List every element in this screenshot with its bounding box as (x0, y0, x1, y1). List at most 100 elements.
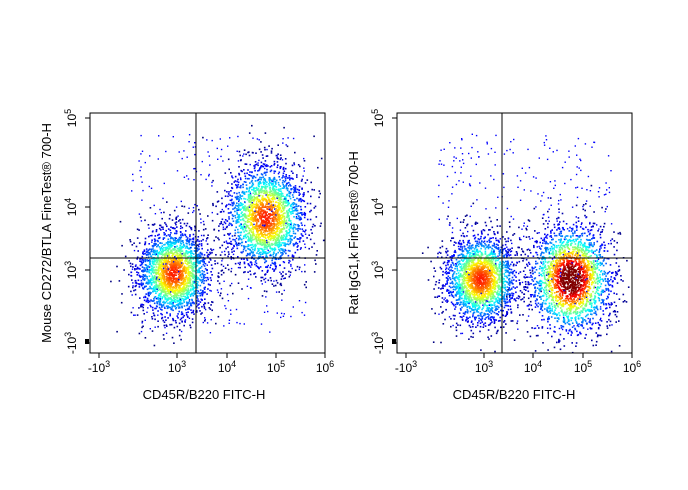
event-dot (263, 198, 265, 201)
event-dot (296, 217, 299, 220)
event-dot (156, 245, 158, 248)
event-dot (259, 189, 262, 191)
event-dot (166, 201, 168, 203)
event-dot (183, 288, 185, 291)
event-dot (296, 246, 299, 248)
event-dot (240, 198, 243, 200)
event-dot (180, 236, 183, 238)
event-dot (240, 169, 242, 172)
event-dot (180, 250, 183, 253)
event-dot (204, 228, 207, 230)
event-dot (270, 223, 273, 226)
event-dot (264, 165, 267, 167)
event-dot (237, 266, 240, 269)
event-dot (313, 271, 316, 273)
event-dot (207, 234, 209, 236)
event-dot (144, 295, 147, 298)
event-dot (163, 321, 166, 323)
event-dot (200, 222, 202, 224)
event-dot (258, 168, 261, 171)
event-dot (195, 302, 198, 304)
event-dot (179, 302, 181, 305)
event-dot (208, 254, 211, 256)
event-dot (142, 287, 144, 289)
event-dot (242, 203, 244, 206)
event-dot (141, 259, 143, 261)
event-dot (199, 292, 202, 295)
event-dot (245, 153, 247, 156)
event-dot (219, 254, 222, 256)
event-dot (277, 222, 280, 225)
event-dot (264, 248, 266, 250)
event-dot (272, 196, 274, 199)
event-dot (238, 221, 240, 223)
event-dot (163, 324, 166, 327)
event-dot (285, 175, 288, 178)
event-dot (249, 198, 252, 201)
event-dot (247, 297, 250, 300)
event-dot (289, 220, 292, 222)
event-dot (132, 266, 134, 268)
event-dot (189, 277, 191, 280)
event-dot (290, 188, 292, 190)
event-dot (131, 268, 134, 270)
event-dot (167, 252, 170, 255)
event-dot (251, 188, 253, 191)
event-dot (172, 241, 175, 244)
event-dot (216, 191, 219, 193)
event-dot (189, 235, 191, 238)
event-dot (257, 250, 259, 253)
event-dot (249, 210, 252, 212)
event-dot (169, 240, 172, 242)
event-dot (239, 177, 242, 179)
event-dot (300, 222, 303, 224)
event-dot (228, 222, 231, 225)
event-dot (181, 250, 184, 252)
event-dot (157, 314, 159, 316)
event-dot (172, 262, 174, 264)
event-dot (190, 266, 193, 268)
event-dot (147, 307, 149, 309)
event-dot (290, 226, 293, 228)
event-dot (174, 271, 177, 273)
event-dot (185, 308, 187, 311)
event-dot (276, 206, 279, 208)
event-dot (499, 286, 502, 289)
event-dot (231, 195, 233, 197)
event-dot (181, 289, 184, 291)
event-dot (187, 291, 190, 294)
event-dot (288, 181, 290, 184)
event-dot (293, 203, 296, 205)
event-dot (236, 212, 238, 214)
event-dot (164, 294, 167, 297)
event-dot (274, 241, 277, 244)
event-dot (230, 258, 232, 260)
event-dot (231, 202, 233, 204)
event-dot (224, 222, 227, 225)
event-dot (174, 290, 176, 292)
event-dot (233, 192, 236, 194)
event-dot (178, 240, 180, 243)
event-dot (163, 279, 165, 282)
event-dot (229, 194, 231, 197)
event-dot (300, 218, 303, 220)
event-dot (254, 212, 257, 214)
event-dot (155, 261, 158, 264)
event-dot (153, 223, 156, 225)
event-dot (258, 233, 261, 236)
event-dot (219, 223, 221, 225)
event-dot (186, 240, 188, 242)
event-dot (171, 273, 173, 276)
event-dot (133, 242, 135, 244)
event-dot (246, 285, 249, 287)
event-dot (316, 250, 318, 252)
event-dot (264, 174, 267, 176)
event-dot (186, 302, 188, 305)
event-dot (163, 281, 166, 284)
event-dot (260, 230, 262, 233)
event-dot (223, 234, 226, 236)
event-dot (250, 199, 253, 201)
event-dot (171, 336, 174, 339)
event-dot (220, 148, 223, 151)
event-dot (507, 260, 509, 263)
